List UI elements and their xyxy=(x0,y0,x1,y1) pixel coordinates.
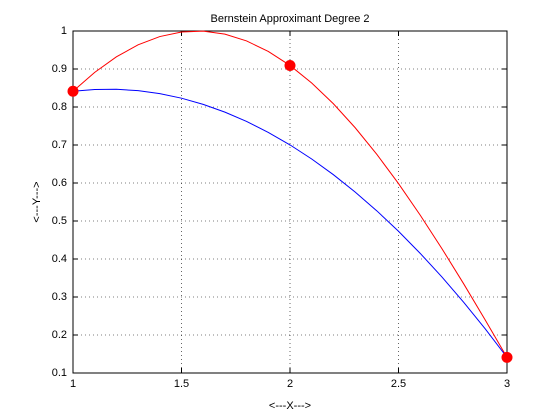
data-line xyxy=(72,30,508,358)
data-point xyxy=(67,85,79,97)
y-axis-label: <---Y---> xyxy=(31,181,43,222)
y-tick-label: 0.9 xyxy=(52,63,67,75)
y-tick-label: 0.2 xyxy=(52,329,67,341)
y-tick-label: 1 xyxy=(61,25,67,37)
x-tick-label: 1 xyxy=(70,378,76,390)
y-tick-label: 0.3 xyxy=(52,291,67,303)
y-tick-label: 0.8 xyxy=(52,101,67,113)
x-tick-label: 2 xyxy=(287,378,293,390)
data-point xyxy=(501,351,513,363)
data-line xyxy=(72,88,508,358)
x-tick-label: 3 xyxy=(504,378,510,390)
y-tick-label: 0.5 xyxy=(52,215,67,227)
x-tick-label: 1.5 xyxy=(174,378,189,390)
x-tick-label: 2.5 xyxy=(391,378,406,390)
data-point xyxy=(284,59,296,71)
y-tick-label: 0.4 xyxy=(52,253,67,265)
plot-frame xyxy=(72,30,508,374)
y-tick-label: 0.6 xyxy=(52,177,67,189)
x-axis-label: <---X---> xyxy=(269,400,311,412)
y-tick-label: 0.1 xyxy=(52,367,67,379)
chart-title: Bernstein Approximant Degree 2 xyxy=(211,13,370,25)
y-tick-label: 0.7 xyxy=(52,139,67,151)
